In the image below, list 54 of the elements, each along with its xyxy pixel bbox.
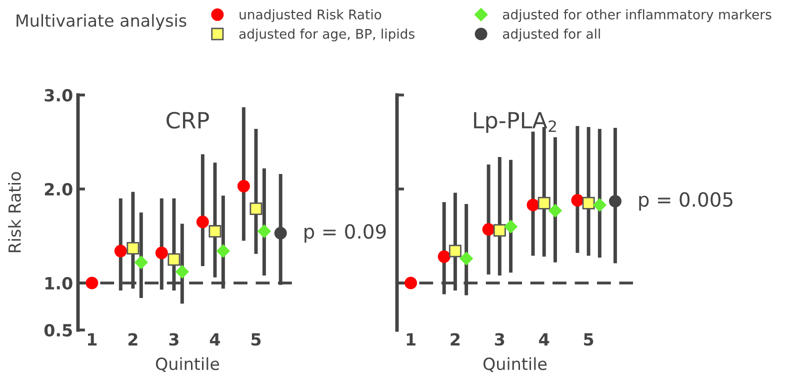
point — [114, 244, 127, 258]
point — [168, 253, 180, 266]
x-tick-label: 1 — [406, 333, 416, 346]
y-tick-label: 1.0 — [45, 276, 72, 290]
point — [482, 223, 495, 236]
point — [504, 220, 518, 234]
x-tick-label: 3 — [169, 333, 178, 346]
legend-label: adjusted for other inflammatory markers — [502, 9, 772, 22]
point — [250, 202, 262, 215]
x-axis-title: Quintile — [483, 357, 547, 372]
point — [438, 250, 450, 263]
point — [460, 252, 473, 266]
x-tick-label: 3 — [494, 333, 504, 346]
annotation: p = 0.09 — [304, 224, 386, 243]
text: Lp-PLA$_{2}$ — [474, 112, 556, 133]
point — [404, 276, 418, 290]
x-tick-label: 2 — [450, 333, 460, 346]
y-tick-label: 3.0 — [44, 88, 72, 102]
text: CRP — [166, 112, 209, 129]
point — [274, 226, 287, 240]
point — [526, 198, 540, 212]
annotation: p = 0.005 — [639, 192, 732, 211]
point — [571, 194, 584, 207]
point — [593, 198, 606, 212]
point — [208, 225, 222, 238]
x-tick-label: 5 — [251, 333, 261, 346]
x-tick-label: 5 — [584, 333, 594, 346]
point — [196, 216, 209, 228]
y-tick-label: 0.5 — [44, 324, 72, 337]
point — [176, 265, 189, 278]
point — [86, 276, 98, 290]
legend-label: unadjusted Risk Ratio — [240, 9, 382, 22]
y-tick-label: 2.0 — [44, 182, 72, 196]
x-axis-title: Quintile — [156, 357, 220, 372]
text: Multivariate analysis — [16, 14, 186, 30]
y-axis-title: Risk Ratio — [8, 172, 21, 252]
x-tick-label: 4 — [539, 333, 550, 346]
point — [582, 196, 595, 210]
point — [126, 242, 140, 254]
legend-label: adjusted for all — [502, 28, 600, 42]
point — [155, 246, 168, 260]
point — [134, 256, 148, 269]
point — [216, 244, 230, 258]
point — [493, 224, 506, 237]
point — [538, 196, 550, 210]
x-tick-label: 4 — [210, 333, 220, 346]
point — [237, 180, 250, 192]
legend-label: adjusted for age, BP, lipids — [239, 28, 414, 42]
point — [448, 244, 462, 258]
x-tick-label: 2 — [128, 333, 138, 346]
x-tick-label: 1 — [88, 333, 97, 346]
point — [608, 194, 622, 208]
point — [258, 224, 271, 238]
point — [548, 204, 562, 218]
